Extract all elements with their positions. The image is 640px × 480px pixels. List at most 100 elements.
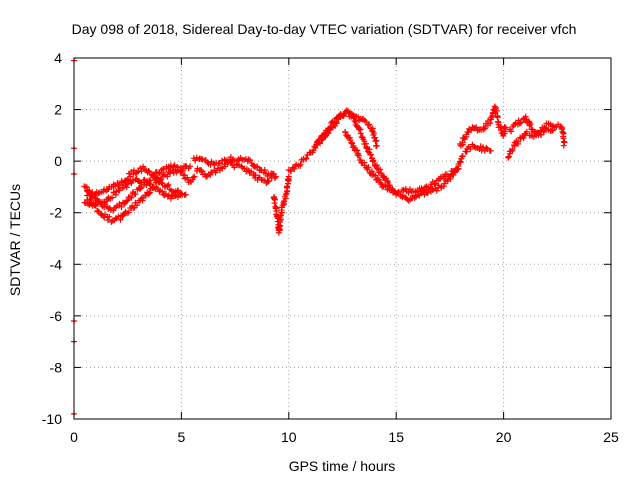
data-point: [366, 121, 373, 128]
data-point: [327, 124, 334, 131]
data-point: [526, 122, 533, 129]
data-point: [284, 183, 291, 190]
chart-title: Day 098 of 2018, Sidereal Day-to-day VTE…: [72, 21, 577, 37]
y-tick-label: -2: [50, 205, 63, 221]
data-point: [164, 173, 171, 180]
data-point: [516, 120, 523, 127]
data-point: [247, 157, 254, 164]
data-point: [497, 127, 504, 134]
data-point: [124, 197, 131, 204]
data-point: [235, 162, 242, 169]
data-point: [527, 121, 534, 128]
data-point: [382, 175, 389, 182]
data-point: [432, 180, 439, 187]
data-point: [373, 165, 380, 172]
data-point: [134, 202, 141, 209]
data-point: [560, 135, 567, 142]
data-point: [374, 176, 381, 183]
data-point: [471, 143, 478, 150]
x-tick-label: 15: [388, 429, 404, 445]
data-point: [424, 190, 431, 197]
data-point: [494, 118, 501, 125]
data-point: [480, 124, 487, 131]
data-point: [137, 185, 144, 192]
data-point: [367, 151, 374, 158]
data-point: [393, 191, 400, 198]
data-point: [165, 181, 172, 188]
data-point: [271, 200, 278, 207]
data-point: [493, 107, 500, 114]
data-point: [118, 203, 125, 210]
data-points: [71, 57, 568, 417]
data-point: [147, 177, 154, 184]
x-tick-label: 10: [281, 429, 297, 445]
y-tick-label: 4: [54, 50, 62, 66]
x-tick-label: 5: [178, 429, 186, 445]
data-point: [222, 163, 229, 170]
data-point: [150, 184, 157, 191]
data-point: [145, 168, 152, 175]
x-tick-labels: 0 5 10 15 20 25: [70, 429, 619, 445]
data-point: [106, 213, 113, 220]
data-point: [125, 209, 132, 216]
data-point: [198, 167, 205, 174]
data-point: [287, 168, 294, 175]
data-point: [139, 197, 146, 204]
data-point: [127, 173, 134, 180]
data-point: [150, 183, 157, 190]
data-point: [489, 110, 496, 117]
data-point: [384, 178, 391, 185]
data-point: [158, 176, 165, 183]
data-point: [320, 132, 327, 139]
data-point: [164, 193, 171, 200]
data-point: [91, 191, 98, 198]
data-point: [252, 172, 259, 179]
data-point: [487, 147, 494, 154]
plot-frame: [73, 57, 612, 420]
data-point: [190, 174, 197, 181]
data-point: [340, 111, 347, 118]
y-tick-label: -10: [42, 411, 62, 427]
data-point: [164, 183, 171, 190]
data-point: [146, 190, 153, 197]
data-point: [365, 164, 372, 171]
data-point: [123, 184, 130, 191]
x-tick-label: 20: [496, 429, 512, 445]
data-point: [312, 144, 319, 151]
data-point: [157, 177, 164, 184]
data-point: [481, 125, 488, 132]
data-point: [123, 198, 130, 205]
data-point: [502, 124, 509, 131]
data-point: [276, 223, 283, 230]
data-point: [303, 155, 310, 162]
data-point: [483, 144, 490, 151]
data-point: [86, 188, 93, 195]
data-point: [191, 173, 198, 180]
data-point: [101, 204, 108, 211]
data-point: [186, 163, 193, 170]
data-point: [523, 128, 530, 135]
data-point: [509, 146, 516, 153]
data-point: [128, 194, 135, 201]
data-point: [101, 214, 108, 221]
data-point: [520, 135, 527, 142]
data-point: [132, 191, 139, 198]
data-point: [316, 136, 323, 143]
data-point: [132, 176, 139, 183]
data-point: [451, 168, 458, 175]
data-point: [331, 119, 338, 126]
x-axis-label: GPS time / hours: [289, 458, 396, 474]
data-point: [505, 153, 512, 160]
data-point: [227, 158, 234, 165]
data-point: [447, 173, 454, 180]
x-tick-label: 0: [70, 429, 78, 445]
data-point: [480, 144, 487, 151]
data-point: [350, 142, 357, 149]
data-point: [542, 125, 549, 132]
data-point: [508, 128, 515, 135]
y-tick-label: -6: [50, 308, 63, 324]
data-point: [146, 189, 153, 196]
data-point: [264, 178, 271, 185]
data-point: [82, 183, 89, 190]
